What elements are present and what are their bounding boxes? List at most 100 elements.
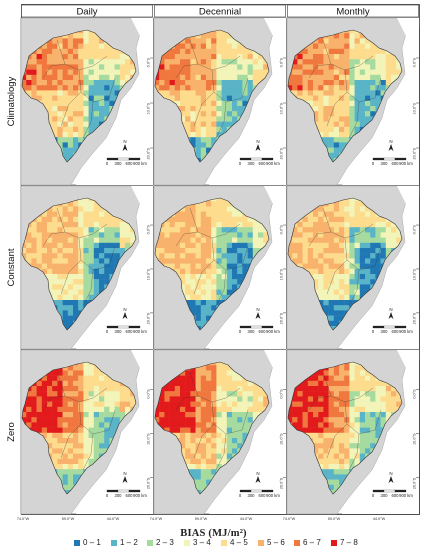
lat-tick-label: 0.0°S: [147, 225, 151, 235]
state-borders: [42, 371, 116, 471]
map-figure: Daily Decennial Monthly Climatology Constant…: [6, 4, 420, 521]
north-arrow-icon: [388, 144, 394, 151]
lon-tick-label: 74.0°W: [17, 517, 30, 521]
scale-bar-label: 300: [381, 493, 389, 498]
ocean-area: [342, 350, 419, 514]
lat-tick-label: 10.0°S: [147, 433, 151, 445]
legend-swatch: [74, 540, 80, 546]
scale-bar-label: 600: [126, 161, 134, 166]
scale-bar-label: 600: [392, 493, 400, 498]
lat-tick-label: 20.0°S: [280, 477, 284, 489]
lon-tick-label: 44.0°W: [107, 517, 120, 521]
lon-tick-label: 44.0°W: [373, 517, 386, 521]
state-borders: [42, 39, 116, 139]
ocean-area: [209, 18, 286, 185]
column-header-daily: Daily: [76, 7, 97, 18]
map-panel-constant-decennial: N 0 300 600 900 km 0.0°S 10.0°S 20.0°S: [153, 185, 287, 350]
legend-swatch: [294, 540, 300, 546]
legend-label: 7 – 8: [340, 538, 358, 547]
scale-bar: [239, 325, 274, 329]
lon-tick-label: 59.0°W: [195, 517, 208, 521]
lat-tick-label: 20.0°S: [147, 312, 151, 324]
lat-tick-label: 20.0°S: [413, 148, 417, 160]
state-borders: [175, 207, 249, 307]
scale-bar-label: 900 km: [399, 329, 413, 334]
map-panel-zero-monthly: N 0 300 600 900 km 0.0°S 10.0°S 20.0°S: [286, 349, 420, 515]
scale-bar: [106, 325, 141, 329]
scale-bar-label: 0: [372, 493, 375, 498]
state-borders: [42, 207, 116, 307]
lat-tick-label: 0.0°S: [147, 389, 151, 399]
north-label: N: [123, 139, 126, 144]
legend: BIAS (MJ/m²) 0 – 1 1 – 2 2 – 3 3 – 4 4 – 5 5 …: [0, 528, 427, 550]
column-header-box: [287, 4, 419, 18]
lon-tick-label: 59.0°W: [328, 517, 341, 521]
north-label: N: [389, 471, 392, 476]
lat-tick-label: 10.0°S: [413, 103, 417, 115]
scale-bar-label: 900 km: [399, 161, 413, 166]
ocean-area: [342, 18, 419, 185]
column-header-box: [154, 4, 286, 18]
scale-bar-label: 900 km: [266, 329, 280, 334]
scale-bar-label: 600: [259, 161, 267, 166]
scale-bar: [372, 157, 407, 161]
legend-swatch: [111, 540, 117, 546]
scale-bar-label: 300: [115, 161, 123, 166]
north-label: N: [256, 307, 259, 312]
scale-bar-label: 0: [372, 329, 375, 334]
scale-bar-label: 300: [248, 329, 256, 334]
legend-swatch: [331, 540, 337, 546]
lat-tick-label: 10.0°S: [280, 269, 284, 281]
scale-bar-label: 300: [115, 329, 123, 334]
country-outline: [21, 29, 137, 163]
scale-bar-label: 0: [106, 493, 109, 498]
column-header-decennial: Decennial: [199, 7, 241, 18]
map-panel-constant-daily: N 0 300 600 900 km 0.0°S 10.0°S 20.0°S: [20, 185, 154, 350]
legend-label: 5 – 6: [267, 538, 285, 547]
country-outline: [287, 361, 403, 495]
scale-bar-label: 900 km: [266, 493, 280, 498]
ocean-area: [76, 350, 153, 514]
country-outline: [21, 197, 137, 331]
scale-bar-label: 0: [239, 329, 242, 334]
country-outline: [287, 197, 403, 331]
map-panel-zero-daily: N 0 300 600 900 km 0.0°S 10.0°S 20.0°S: [20, 349, 154, 515]
country-outline: [21, 361, 137, 495]
scale-bar-label: 0: [239, 493, 242, 498]
scale-bar-label: 600: [392, 161, 400, 166]
north-arrow-icon: [255, 476, 261, 483]
scale-bar-label: 300: [115, 493, 123, 498]
legend-label: 3 – 4: [193, 538, 211, 547]
lon-tick-label: 59.0°W: [62, 517, 75, 521]
lat-tick-label: 20.0°S: [280, 312, 284, 324]
legend-label: 4 – 5: [230, 538, 248, 547]
scale-bar-label: 0: [106, 161, 109, 166]
scale-bar-label: 300: [381, 329, 389, 334]
legend-label: 1 – 2: [120, 538, 138, 547]
legend-swatch: [147, 540, 153, 546]
scale-bar: [372, 489, 407, 493]
north-label: N: [389, 307, 392, 312]
country-outline: [287, 29, 403, 163]
legend-label: 0 – 1: [83, 538, 101, 547]
lat-tick-label: 20.0°S: [280, 148, 284, 160]
scale-bar-label: 600: [392, 329, 400, 334]
scale-bar: [106, 157, 141, 161]
ocean-area: [209, 350, 286, 514]
lon-tick-label: 74.0°W: [283, 517, 296, 521]
ocean-area: [76, 186, 153, 349]
lat-tick-label: 10.0°S: [413, 433, 417, 445]
map-panel-constant-monthly: N 0 300 600 900 km 0.0°S 10.0°S 20.0°S: [286, 185, 420, 350]
lat-tick-label: 10.0°S: [280, 103, 284, 115]
lat-tick-label: 0.0°S: [280, 58, 284, 68]
scale-bar-label: 300: [248, 161, 256, 166]
row-header-constant: Constant: [6, 248, 17, 286]
lat-tick-label: 20.0°S: [413, 477, 417, 489]
north-arrow-icon: [255, 144, 261, 151]
scale-bar: [239, 157, 274, 161]
lat-tick-label: 0.0°S: [280, 225, 284, 235]
scale-bar-label: 0: [372, 161, 375, 166]
lon-tick-label: 44.0°W: [240, 517, 253, 521]
north-arrow-icon: [122, 312, 128, 319]
scale-bar-label: 900 km: [266, 161, 280, 166]
